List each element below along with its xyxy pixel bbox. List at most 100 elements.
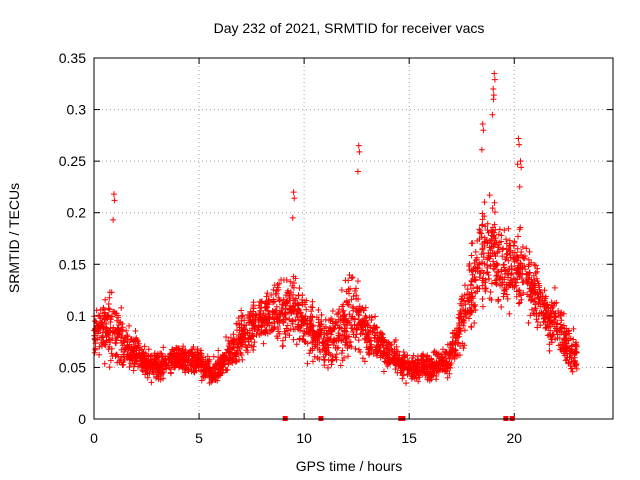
data-point: [493, 280, 500, 287]
data-point: [573, 339, 580, 346]
data-point: [467, 281, 474, 288]
data-point: [462, 301, 469, 308]
data-point: [355, 306, 362, 313]
data-point: [324, 364, 331, 371]
data-point: [251, 326, 258, 333]
data-point: [328, 357, 335, 364]
data-point: [526, 248, 533, 255]
data-point: [500, 245, 507, 252]
data-point: [264, 315, 271, 322]
data-point: [124, 332, 131, 339]
data-point: [105, 312, 112, 319]
data-point: [208, 369, 215, 376]
data-point: [189, 361, 196, 368]
data-point: [123, 327, 130, 334]
data-point: [468, 289, 475, 296]
data-point: [94, 330, 101, 337]
data-point: [333, 356, 340, 363]
data-point: [353, 285, 360, 292]
data-point: [200, 368, 207, 375]
data-point: [495, 268, 502, 275]
data-point: [516, 291, 523, 298]
data-point: [136, 351, 143, 358]
data-point: [570, 336, 577, 343]
data-point: [292, 300, 299, 307]
data-point: [443, 368, 450, 375]
data-point: [351, 287, 358, 294]
data-point: [401, 351, 408, 358]
data-point: [367, 327, 374, 334]
data-point: [469, 275, 476, 282]
data-point: [532, 262, 539, 269]
data-point: [468, 252, 475, 259]
data-point: [161, 359, 168, 366]
data-point: [264, 300, 271, 307]
data-point: [178, 362, 185, 369]
data-point: [293, 310, 300, 317]
x-tick-label: 0: [90, 430, 98, 446]
data-point: [282, 316, 289, 323]
data-point: [307, 324, 314, 331]
data-point: [407, 365, 414, 372]
data-point: [543, 307, 550, 314]
data-point: [335, 316, 342, 323]
data-point: [498, 280, 505, 287]
data-point: [282, 331, 289, 337]
data-point: [106, 289, 113, 296]
data-point: [260, 310, 267, 317]
data-point: [470, 285, 477, 292]
data-point: [329, 318, 336, 325]
data-point: [183, 353, 190, 360]
data-point: [511, 249, 518, 256]
data-point: [167, 369, 174, 376]
data-point: [217, 354, 224, 361]
data-point: [102, 329, 109, 336]
data-point: [155, 353, 162, 360]
data-point: [486, 192, 493, 199]
data-point: [260, 340, 267, 347]
data-point: [290, 307, 297, 314]
data-point: [478, 146, 485, 153]
data-point: [428, 356, 435, 363]
data-point: [479, 295, 486, 302]
data-point: [290, 336, 297, 343]
data-point: [481, 213, 488, 220]
data-point: [483, 262, 490, 269]
data-point: [206, 364, 213, 371]
data-point: [148, 379, 155, 386]
data-point: [308, 318, 315, 325]
data-point: [218, 359, 225, 366]
data-point: [324, 337, 331, 344]
data-point: [229, 359, 236, 366]
data-point: [495, 231, 502, 238]
data-point: [514, 245, 521, 252]
data-point: [114, 312, 121, 319]
data-point: [546, 341, 553, 348]
data-point: [104, 312, 111, 319]
data-point: [274, 323, 281, 330]
data-point: [190, 368, 197, 375]
data-point: [165, 362, 172, 369]
data-point: [182, 346, 189, 353]
data-point: [132, 328, 139, 335]
data-point: [245, 338, 252, 345]
data-point: [406, 368, 413, 375]
y-tick-label: 0.05: [59, 359, 86, 375]
data-point: [186, 359, 193, 366]
data-point: [268, 291, 275, 298]
data-point: [260, 328, 267, 335]
data-point: [103, 325, 110, 332]
data-point: [304, 321, 311, 328]
data-point: [353, 292, 360, 299]
data-point: [264, 290, 271, 297]
data-point: [312, 342, 319, 349]
data-point: [101, 315, 108, 322]
data-point: [479, 303, 486, 310]
data-point: [238, 307, 245, 314]
data-point: [410, 352, 417, 359]
data-point: [355, 296, 362, 303]
data-point: [480, 279, 487, 286]
data-point: [524, 280, 531, 287]
data-point: [276, 280, 283, 287]
data-point: [499, 253, 506, 260]
